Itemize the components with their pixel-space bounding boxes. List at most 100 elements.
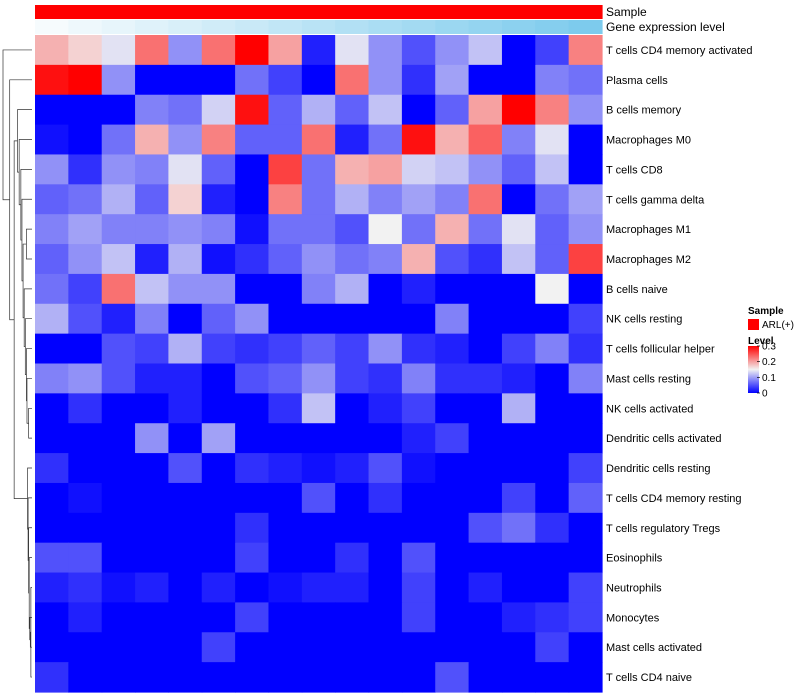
heatmap-cell: [501, 214, 536, 245]
heatmap-cell: [568, 244, 603, 275]
heatmap-cell: [135, 333, 170, 365]
heatmap-cell: [435, 64, 470, 96]
heatmap-cell: [335, 154, 370, 185]
heatmap-cell: [35, 333, 69, 365]
heatmap-cell: [101, 154, 136, 185]
heatmap-cell: [401, 482, 436, 514]
heatmap-cell: [535, 363, 570, 394]
heatmap-cell: [468, 35, 503, 66]
heatmap-cell: [401, 244, 436, 275]
heatmap-cell: [568, 35, 603, 66]
heatmap-cell: [135, 64, 170, 96]
heatmap-cell: [501, 244, 536, 275]
heatmap-cell: [401, 393, 436, 424]
dendrogram-branch: [22, 243, 27, 319]
heatmap-cell: [68, 363, 103, 394]
heatmap-cell: [68, 512, 103, 544]
heatmap-cell: [568, 64, 603, 96]
heatmap-cell: [201, 154, 236, 185]
annotation-cell: [68, 20, 103, 34]
heatmap-cell: [235, 303, 270, 335]
heatmap-cell: [301, 542, 336, 574]
heatmap-cell: [301, 512, 336, 544]
annotation-cell: [35, 5, 69, 19]
heatmap-cell: [535, 124, 570, 156]
heatmap-cell: [68, 124, 103, 156]
heatmap-cell: [168, 393, 203, 424]
heatmap-cell: [101, 542, 136, 574]
row-labels: T cells CD4 memory activated Plasma cells…: [606, 45, 753, 684]
row-label: T cells follicular helper: [606, 344, 715, 356]
heatmap-cell: [335, 572, 370, 604]
heatmap-cell: [235, 453, 270, 484]
heatmap-cell: [168, 154, 203, 185]
heatmap-cell: [568, 453, 603, 484]
dendrogram-branch: [28, 407, 32, 439]
row-label: Monocytes: [606, 612, 660, 624]
legend-tick-label: 0.3: [762, 342, 776, 353]
heatmap-cell: [335, 184, 370, 215]
heatmap-cell: [235, 214, 270, 245]
heatmap-cell: [368, 94, 403, 126]
heatmap-cell: [35, 482, 69, 514]
annotation-cell: [335, 5, 370, 19]
heatmap-cell: [101, 94, 136, 126]
heatmap-cell: [501, 303, 536, 335]
heatmap-cell: [401, 602, 436, 633]
heatmap-cell: [201, 184, 236, 215]
heatmap-cell: [68, 482, 103, 514]
row-dendrogram: [2, 49, 32, 678]
heatmap-cell: [468, 542, 503, 574]
heatmap-cell: [35, 423, 69, 454]
heatmap-cell: [368, 273, 403, 305]
heatmap-cell: [68, 214, 103, 245]
heatmap-cell: [401, 333, 436, 365]
annotation-cell: [35, 20, 69, 34]
heatmap-cell: [35, 542, 69, 574]
heatmap-cell: [535, 662, 570, 693]
annotation-cell: [335, 20, 370, 34]
annotation-cell: [235, 20, 270, 34]
heatmap-cell: [535, 35, 570, 66]
heatmap-cell: [535, 632, 570, 663]
heatmap-cell: [535, 94, 570, 126]
heatmap-cell: [501, 124, 536, 156]
heatmap-cell: [368, 124, 403, 156]
heatmap-cell: [468, 64, 503, 96]
row-label: T cells CD4 memory activated: [606, 45, 753, 57]
annotation-cell: [68, 5, 103, 19]
annotation-cell: [235, 5, 270, 19]
heatmap-cell: [435, 393, 470, 424]
row-label: Plasma cells: [606, 75, 668, 87]
annotation-cell: [568, 5, 603, 19]
heatmap-cell: [268, 363, 303, 394]
heatmap-cell: [168, 662, 203, 693]
heatmap-cell: [368, 64, 403, 96]
heatmap-cell: [168, 363, 203, 394]
heatmap-cell: [135, 542, 170, 574]
heatmap-cell: [435, 244, 470, 275]
annotation-cell: [201, 5, 236, 19]
heatmap-cell: [101, 423, 136, 454]
heatmap-cell: [435, 512, 470, 544]
heatmap-cell: [501, 94, 536, 126]
heatmap-cell: [568, 662, 603, 693]
heatmap-cell: [135, 482, 170, 514]
heatmap-cell: [401, 662, 436, 693]
heatmap-cell: [201, 94, 236, 126]
heatmap-cell: [401, 35, 436, 66]
heatmap-cell: [368, 363, 403, 394]
heatmap-cell: [35, 244, 69, 275]
heatmap-cell: [135, 244, 170, 275]
heatmap-cell: [101, 363, 136, 394]
heatmap-cell: [368, 662, 403, 693]
heatmap-cell: [68, 393, 103, 424]
heatmap-cell: [401, 512, 436, 544]
annotation-cell: [301, 5, 336, 19]
heatmap-cell: [335, 393, 370, 424]
dendrogram-branch: [26, 228, 32, 260]
heatmap-cells: [35, 35, 603, 693]
heatmap-cell: [135, 363, 170, 394]
heatmap-cell: [435, 482, 470, 514]
